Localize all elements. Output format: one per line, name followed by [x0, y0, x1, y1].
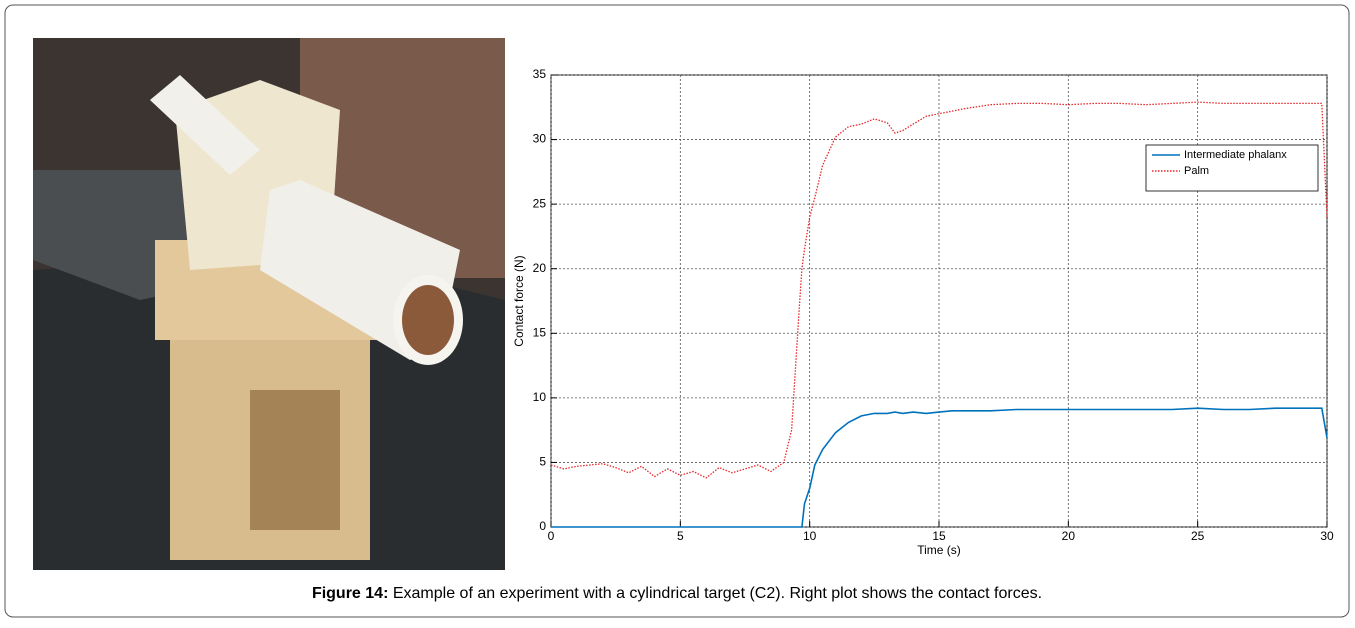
- legend-label: Intermediate phalanx: [1184, 149, 1287, 161]
- y-tick-label: 25: [533, 196, 547, 210]
- x-tick-label: 25: [1191, 529, 1205, 543]
- caption-label: Figure 14:: [312, 585, 388, 602]
- y-tick-label: 5: [539, 455, 546, 469]
- x-tick-label: 20: [1062, 529, 1076, 543]
- y-tick-label: 0: [539, 519, 546, 533]
- x-tick-label: 15: [932, 529, 946, 543]
- caption: Figure 14: Example of an experiment with…: [312, 585, 1042, 602]
- series-line: [550, 101, 1328, 479]
- y-tick-label: 30: [533, 132, 547, 146]
- y-tick-label: 10: [533, 390, 547, 404]
- y-tick-label: 20: [533, 261, 547, 275]
- legend-box: [1145, 144, 1319, 192]
- legend-label: Palm: [1184, 165, 1209, 177]
- photo: [33, 38, 505, 570]
- x-axis-label: Time (s): [917, 543, 961, 557]
- y-tick-label: 35: [533, 67, 547, 81]
- x-tick-label: 0: [548, 529, 555, 543]
- y-axis-label: Contact force (N): [512, 255, 526, 346]
- series-line: [551, 407, 1328, 528]
- x-tick-label: 30: [1320, 529, 1334, 543]
- y-tick-label: 15: [533, 325, 547, 339]
- x-tick-label: 10: [803, 529, 817, 543]
- x-tick-label: 5: [677, 529, 684, 543]
- caption-text: Example of an experiment with a cylindri…: [393, 585, 1042, 602]
